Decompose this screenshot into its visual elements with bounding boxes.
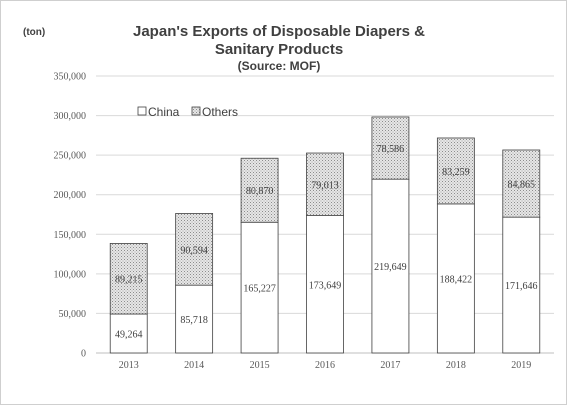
chart-title-line-1: Japan's Exports of Disposable Diapers & <box>133 23 425 40</box>
y-tick-label: 100,000 <box>54 269 87 280</box>
x-tick-label: 2014 <box>184 360 204 371</box>
x-tick-label: 2017 <box>380 360 400 371</box>
bar-china <box>371 178 410 354</box>
bar-china <box>502 216 541 354</box>
data-label-china: 49,264 <box>115 330 143 341</box>
legend-label-china: China <box>148 105 180 119</box>
data-label-china: 85,718 <box>180 315 208 326</box>
y-tick-label: 300,000 <box>54 111 87 122</box>
legend-label-others: Others <box>202 105 238 119</box>
x-tick-label: 2015 <box>250 360 270 371</box>
bar-others <box>240 157 279 223</box>
data-label-others: 89,215 <box>115 275 143 286</box>
bar-china <box>436 203 475 354</box>
bar-others <box>502 149 541 218</box>
data-label-china: 165,227 <box>243 284 276 295</box>
bar-others <box>436 137 475 205</box>
y-axis-ticks: 0 50,000 100,000 150,000 200,000 250,000 300,0… <box>54 72 87 360</box>
y-tick-label: 50,000 <box>59 309 87 320</box>
y-tick-label: 350,000 <box>54 72 87 83</box>
legend-swatch-china <box>137 106 147 116</box>
bar-others <box>371 116 410 180</box>
data-label-china: 173,649 <box>309 280 342 291</box>
y-tick-label: 150,000 <box>54 230 87 241</box>
bars: 49,264 89,215 85,718 90,594 165,227 80,870 173… <box>109 116 541 354</box>
y-axis-unit-label: (ton) <box>23 27 45 38</box>
x-axis-ticks: 2013 2014 2015 2016 2017 2018 2019 <box>119 360 532 371</box>
bar-china <box>240 221 279 354</box>
data-label-others: 90,594 <box>180 245 208 256</box>
data-label-china: 188,422 <box>440 274 473 285</box>
y-tick-label: 250,000 <box>54 151 87 162</box>
data-label-china: 219,649 <box>374 262 407 273</box>
legend-swatch-others <box>191 106 201 116</box>
chart-title-line-2: Sanitary Products <box>215 41 343 58</box>
bar-others <box>175 213 214 286</box>
bar-others <box>306 152 344 216</box>
legend: China Others <box>137 105 238 119</box>
x-tick-label: 2013 <box>119 360 139 371</box>
y-tick-label: 0 <box>81 349 86 360</box>
x-tick-label: 2019 <box>511 360 531 371</box>
x-tick-label: 2018 <box>446 360 466 371</box>
data-label-others: 78,586 <box>377 144 405 155</box>
x-tick-label: 2016 <box>315 360 335 371</box>
data-label-others: 79,013 <box>311 180 339 191</box>
bar-others <box>109 243 148 315</box>
chart-subtitle: (Source: MOF) <box>238 59 321 73</box>
data-label-others: 84,865 <box>508 180 536 191</box>
y-tick-label: 200,000 <box>54 190 87 201</box>
data-label-others: 83,259 <box>442 167 470 178</box>
bar-china <box>109 313 148 354</box>
data-label-others: 80,870 <box>246 186 274 197</box>
data-label-china: 171,646 <box>505 281 538 292</box>
bar-china <box>175 284 214 354</box>
